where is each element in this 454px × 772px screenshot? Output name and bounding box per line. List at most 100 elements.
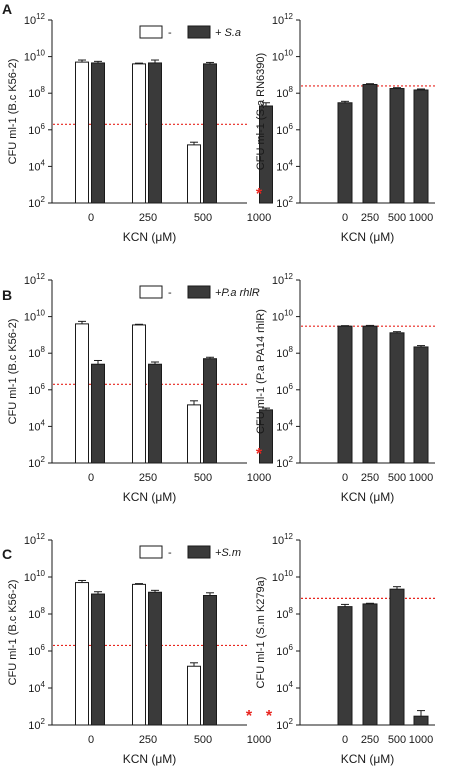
x-axis-label: KCN (μM) <box>123 490 177 504</box>
x-tick-label: 500 <box>388 472 406 484</box>
y-tick-label: 102 <box>28 717 45 732</box>
bar <box>148 62 162 204</box>
significance-marker: * <box>256 446 263 463</box>
legend-label: + S.a <box>215 27 241 39</box>
y-tick-label: 102 <box>276 455 293 470</box>
bar <box>337 102 353 204</box>
x-tick-label: 500 <box>194 212 212 224</box>
significance-marker: * <box>256 186 263 203</box>
y-tick-label: 1010 <box>24 309 46 324</box>
y-tick-label: 104 <box>276 418 293 433</box>
chart-panel-0: 102 104 106 108 1010 1012 * 0 250 500 1000 KCN (μM)… <box>2 1 273 244</box>
y-tick-label: 106 <box>28 382 45 397</box>
bar <box>75 61 89 204</box>
bar <box>203 595 217 726</box>
legend-swatch <box>187 285 211 299</box>
y-tick-label: 104 <box>28 680 45 695</box>
panel-label: A <box>2 1 12 17</box>
y-tick-label: 104 <box>28 418 45 433</box>
y-axis-label: CFU ml-1 (S.a RN6390) <box>255 53 267 170</box>
y-tick-label: 108 <box>28 345 45 360</box>
bar <box>362 603 378 726</box>
y-tick-label: 106 <box>276 122 293 137</box>
x-tick-label: 0 <box>342 212 348 224</box>
legend-label: - <box>168 27 172 39</box>
bar <box>91 62 105 204</box>
significance-marker: * <box>246 708 253 725</box>
y-tick-label: 108 <box>276 85 293 100</box>
bar <box>75 323 89 464</box>
y-tick-label: 104 <box>276 158 293 173</box>
bar <box>132 324 146 464</box>
y-tick-label: 1010 <box>272 49 294 64</box>
x-axis-label: KCN (μM) <box>341 490 395 504</box>
y-tick-label: 102 <box>28 195 45 210</box>
legend-swatch <box>139 25 163 39</box>
bar <box>187 144 201 204</box>
bar <box>187 404 201 464</box>
x-tick-label: 250 <box>361 212 379 224</box>
x-tick-label: 1000 <box>247 734 271 746</box>
y-axis-label: CFU ml-1 (B.c K56-2) <box>7 59 19 165</box>
y-tick-label: 104 <box>28 158 45 173</box>
y-tick-label: 1012 <box>24 12 46 27</box>
y-tick-label: 108 <box>276 606 293 621</box>
bar <box>203 63 217 204</box>
y-tick-label: 1010 <box>24 49 46 64</box>
y-tick-label: 1012 <box>272 12 294 27</box>
y-tick-label: 108 <box>28 85 45 100</box>
y-tick-label: 1010 <box>272 569 294 584</box>
x-tick-label: 250 <box>361 472 379 484</box>
bar <box>389 332 405 464</box>
bar <box>187 665 201 726</box>
bar <box>362 325 378 464</box>
y-tick-label: 1010 <box>24 569 46 584</box>
x-tick-label: 0 <box>88 212 94 224</box>
legend-label: +P.a rhlR <box>215 287 260 299</box>
chart-panel-5: 102 104 106 108 1010 1012 0 250 500 1000 KCN (μM) C… <box>255 532 435 766</box>
significance-marker: * <box>266 708 273 725</box>
y-tick-label: 104 <box>276 680 293 695</box>
x-tick-label: 500 <box>194 472 212 484</box>
chart-panel-1: 102 104 106 108 1010 1012 0 250 500 1000 KCN (μM) C… <box>255 12 435 244</box>
bar <box>203 358 217 464</box>
x-tick-label: 250 <box>361 734 379 746</box>
x-tick-label: 0 <box>88 472 94 484</box>
bar <box>148 363 162 464</box>
bar <box>413 715 429 726</box>
x-tick-label: 250 <box>139 734 157 746</box>
legend-label: - <box>168 287 172 299</box>
bar <box>91 593 105 726</box>
bar <box>337 325 353 464</box>
bar <box>413 89 429 204</box>
y-tick-label: 106 <box>28 643 45 658</box>
x-tick-label: 0 <box>342 734 348 746</box>
x-tick-label: 500 <box>194 734 212 746</box>
legend-label: +S.m <box>215 547 241 559</box>
bar <box>132 583 146 726</box>
x-axis-label: KCN (μM) <box>341 752 395 766</box>
chart-panel-4: 102 104 106 108 1010 1012 * * 0 250 500 1000 KCN (μM… <box>2 532 273 766</box>
bar <box>75 582 89 726</box>
x-tick-label: 500 <box>388 734 406 746</box>
y-tick-label: 1010 <box>272 309 294 324</box>
x-axis-label: KCN (μM) <box>123 752 177 766</box>
bar <box>389 588 405 726</box>
y-tick-label: 1012 <box>272 532 294 547</box>
y-tick-label: 106 <box>276 643 293 658</box>
y-tick-label: 108 <box>276 345 293 360</box>
x-tick-label: 1000 <box>409 212 433 224</box>
bar <box>132 63 146 204</box>
x-axis-label: KCN (μM) <box>341 230 395 244</box>
y-axis-label: CFU ml-1 (P.a PA14 rhlR) <box>255 309 267 434</box>
x-tick-label: 1000 <box>409 472 433 484</box>
y-tick-label: 106 <box>276 382 293 397</box>
x-tick-label: 250 <box>139 472 157 484</box>
legend-swatch <box>139 285 163 299</box>
y-tick-label: 102 <box>276 195 293 210</box>
bar <box>389 88 405 204</box>
x-tick-label: 1000 <box>247 212 271 224</box>
x-tick-label: 0 <box>342 472 348 484</box>
legend-swatch <box>139 545 163 559</box>
legend-swatch <box>187 25 211 39</box>
